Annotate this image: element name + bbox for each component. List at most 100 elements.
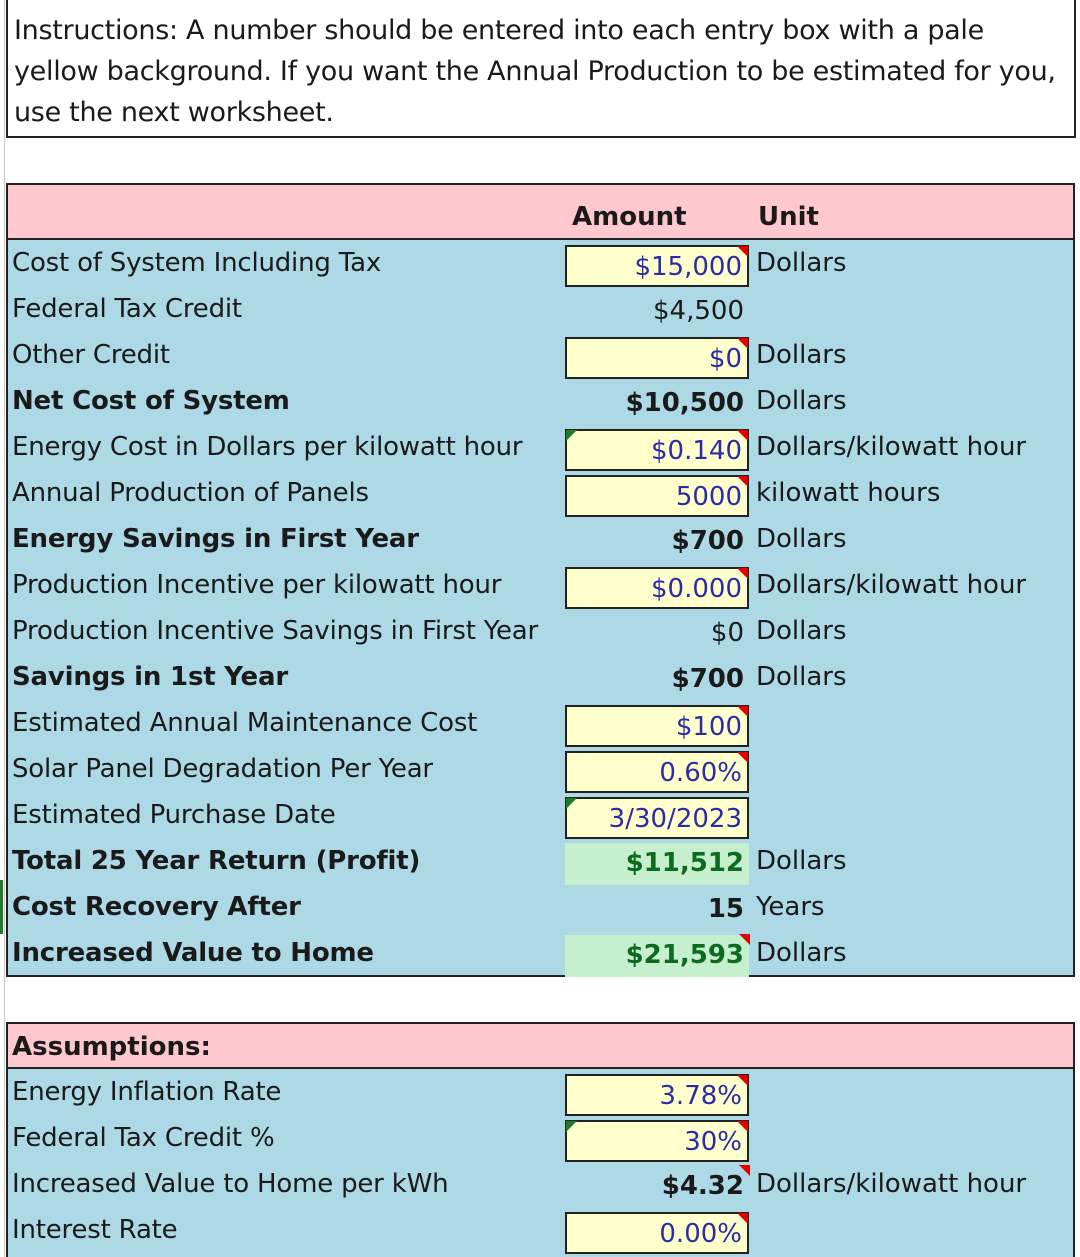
row-label: Energy Inflation Rate — [12, 1077, 282, 1107]
cell-value: $4.32 — [661, 1171, 744, 1201]
cell-value: $700 — [671, 526, 744, 556]
incentive-savings-value[interactable]: $0 — [565, 613, 749, 655]
federal-tax-percent-input[interactable]: 30% — [565, 1120, 749, 1162]
purchase-date-input[interactable]: 3/30/2023 — [565, 797, 749, 839]
error-indicator-icon[interactable] — [566, 1121, 577, 1132]
row-unit: Dollars — [756, 248, 847, 278]
cost-of-system-input[interactable]: $15,000 — [565, 245, 749, 287]
row-label: Annual Production of Panels — [12, 478, 369, 508]
unit-column-header: Unit — [758, 202, 819, 232]
row-label: Increased Value to Home per kWh — [12, 1169, 449, 1199]
cost-recovery-value[interactable]: 15 — [565, 889, 749, 931]
row-total-return: Total 25 Year Return (Profit) $11,512 Do… — [8, 840, 1073, 886]
comment-indicator-icon[interactable] — [737, 1121, 748, 1132]
comment-indicator-icon[interactable] — [737, 338, 748, 349]
cell-value: 0.60% — [659, 758, 742, 788]
calculator-table: Amount Unit Cost of System Including Tax… — [6, 183, 1075, 977]
row-incentive-savings: Production Incentive Savings in First Ye… — [8, 610, 1073, 656]
cell-value: $0 — [708, 344, 742, 374]
comment-indicator-icon[interactable] — [737, 568, 748, 579]
instructions-line-3: use the next worksheet. — [14, 97, 334, 128]
row-energy-savings: Energy Savings in First Year $700 Dollar… — [8, 518, 1073, 564]
row-increased-value: Increased Value to Home $21,593 Dollars — [8, 932, 1073, 978]
federal-tax-credit-value[interactable]: $4,500 — [565, 291, 749, 333]
assumptions-table: Assumptions: Energy Inflation Rate 3.78%… — [6, 1022, 1075, 1257]
row-unit: Dollars — [756, 662, 847, 692]
row-unit: Dollars — [756, 846, 847, 876]
comment-indicator-icon[interactable] — [737, 752, 748, 763]
comment-indicator-icon[interactable] — [737, 430, 748, 441]
row-energy-cost: Energy Cost in Dollars per kilowatt hour… — [8, 426, 1073, 472]
sheet-gridline — [4, 0, 5, 1257]
comment-indicator-icon[interactable] — [739, 1165, 750, 1176]
row-maintenance-cost: Estimated Annual Maintenance Cost $100 — [8, 702, 1073, 748]
row-label: Net Cost of System — [12, 386, 290, 416]
row-cost-of-system: Cost of System Including Tax $15,000 Dol… — [8, 242, 1073, 288]
row-label: Estimated Annual Maintenance Cost — [12, 708, 478, 738]
row-energy-inflation: Energy Inflation Rate 3.78% — [8, 1071, 1073, 1117]
row-unit: Dollars/kilowatt hour — [756, 432, 1027, 462]
comment-indicator-icon[interactable] — [737, 246, 748, 257]
row-label: Federal Tax Credit % — [12, 1123, 275, 1153]
instructions-line-2: yellow background. If you want the Annua… — [14, 56, 1056, 87]
row-label: Interest Rate — [12, 1215, 178, 1245]
energy-cost-input[interactable]: $0.140 — [565, 429, 749, 471]
row-label: Savings in 1st Year — [12, 662, 288, 692]
cell-value: $700 — [671, 664, 744, 694]
row-label: Production Incentive per kilowatt hour — [12, 570, 502, 600]
energy-inflation-input[interactable]: 3.78% — [565, 1074, 749, 1116]
row-label: Energy Cost in Dollars per kilowatt hour — [12, 432, 523, 462]
cell-value: 15 — [707, 894, 744, 924]
row-federal-tax-percent: Federal Tax Credit % 30% — [8, 1117, 1073, 1163]
row-unit: Dollars/kilowatt hour — [756, 1169, 1027, 1199]
table-header: Amount Unit — [8, 185, 1073, 240]
other-credit-input[interactable]: $0 — [565, 337, 749, 379]
row-other-credit: Other Credit $0 Dollars — [8, 334, 1073, 380]
error-indicator-icon[interactable] — [566, 798, 577, 809]
degradation-input[interactable]: 0.60% — [565, 751, 749, 793]
row-annual-production: Annual Production of Panels 5000 kilowat… — [8, 472, 1073, 518]
cell-value: $4,500 — [653, 296, 744, 326]
row-label: Energy Savings in First Year — [12, 524, 419, 554]
annual-production-input[interactable]: 5000 — [565, 475, 749, 517]
assumptions-title: Assumptions: — [12, 1032, 211, 1062]
row-savings-first-year: Savings in 1st Year $700 Dollars — [8, 656, 1073, 702]
total-return-value[interactable]: $11,512 — [565, 843, 749, 885]
cell-value: 3/30/2023 — [608, 804, 742, 834]
row-label: Estimated Purchase Date — [12, 800, 336, 830]
increased-value-value[interactable]: $21,593 — [565, 934, 750, 977]
row-label: Federal Tax Credit — [12, 294, 242, 324]
value-per-kwh-value[interactable]: $4.32 — [565, 1165, 750, 1208]
row-unit: Dollars — [756, 938, 847, 968]
interest-rate-input[interactable]: 0.00% — [565, 1212, 749, 1254]
row-value-per-kwh: Increased Value to Home per kWh $4.32 Do… — [8, 1163, 1073, 1209]
cell-value: 3.78% — [659, 1081, 742, 1111]
comment-indicator-icon[interactable] — [737, 1213, 748, 1224]
cell-value: $0.000 — [651, 574, 742, 604]
savings-first-year-value[interactable]: $700 — [565, 659, 749, 701]
row-selection-marker — [0, 880, 3, 934]
cell-value: $0.140 — [651, 436, 742, 466]
row-net-cost: Net Cost of System $10,500 Dollars — [8, 380, 1073, 426]
cell-value: 0.00% — [659, 1219, 742, 1249]
cell-value: 5000 — [675, 482, 742, 512]
comment-indicator-icon[interactable] — [739, 934, 750, 945]
row-unit: Years — [756, 892, 825, 922]
comment-indicator-icon[interactable] — [737, 706, 748, 717]
row-unit: kilowatt hours — [756, 478, 941, 508]
comment-indicator-icon[interactable] — [737, 1075, 748, 1086]
production-incentive-input[interactable]: $0.000 — [565, 567, 749, 609]
row-label: Total 25 Year Return (Profit) — [12, 846, 421, 876]
cell-value: $11,512 — [625, 848, 744, 878]
instructions-line-1: Instructions: A number should be entered… — [14, 15, 984, 46]
row-purchase-date: Estimated Purchase Date 3/30/2023 — [8, 794, 1073, 840]
row-unit: Dollars/kilowatt hour — [756, 570, 1027, 600]
net-cost-value[interactable]: $10,500 — [565, 383, 749, 425]
maintenance-cost-input[interactable]: $100 — [565, 705, 749, 747]
row-production-incentive: Production Incentive per kilowatt hour $… — [8, 564, 1073, 610]
comment-indicator-icon[interactable] — [737, 476, 748, 487]
error-indicator-icon[interactable] — [566, 430, 577, 441]
row-label: Increased Value to Home — [12, 938, 374, 968]
energy-savings-value[interactable]: $700 — [565, 521, 749, 563]
cell-value: $21,593 — [625, 940, 744, 970]
